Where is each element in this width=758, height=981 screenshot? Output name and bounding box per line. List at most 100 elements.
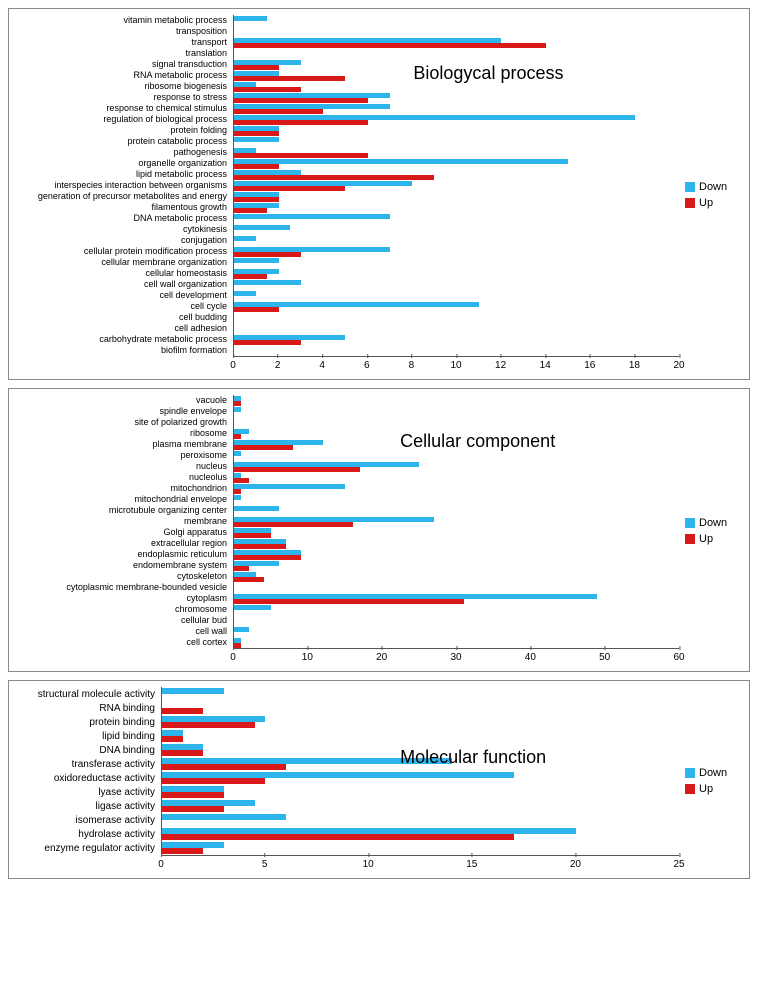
bar-down (234, 16, 267, 21)
category-row: vitamin metabolic process (15, 15, 679, 26)
bar-up (234, 555, 301, 560)
bar-cell (233, 417, 679, 428)
category-row: spindle envelope (15, 406, 679, 417)
bar-cell (233, 246, 679, 257)
x-tick: 10 (450, 360, 461, 371)
bar-cell (233, 114, 679, 125)
category-label: response to chemical stimulus (15, 103, 233, 114)
x-tick: 40 (525, 652, 536, 663)
bar-cell (233, 103, 679, 114)
bar-cell (233, 483, 679, 494)
bar-up (234, 478, 249, 483)
bar-down (234, 605, 271, 610)
legend-label-down: Down (699, 181, 727, 193)
bar-up (162, 736, 183, 742)
bar-cell (233, 604, 679, 615)
category-label: cell cycle (15, 301, 233, 312)
category-label: biofilm formation (15, 345, 233, 356)
bar-up (234, 522, 353, 527)
x-tick: 0 (230, 652, 236, 663)
category-row: cellular membrane organization (15, 257, 679, 268)
x-tick: 8 (409, 360, 415, 371)
bar-up (234, 131, 279, 136)
category-label: interspecies interaction between organis… (15, 180, 233, 191)
bar-up (234, 533, 271, 538)
bar-cell (233, 202, 679, 213)
category-row: enzyme regulator activity (15, 841, 679, 855)
category-row: microtubule organizing center (15, 505, 679, 516)
legend-item-down: Down (685, 767, 743, 779)
legend-swatch-up (685, 784, 695, 794)
bar-cell (233, 301, 679, 312)
x-tick: 14 (540, 360, 551, 371)
legend-label-up: Up (699, 783, 713, 795)
category-label: transposition (15, 26, 233, 37)
category-row: extracellular region (15, 538, 679, 549)
category-row: nucleolus (15, 472, 679, 483)
x-tick: 20 (570, 859, 581, 870)
category-label: ribosome biogenesis (15, 81, 233, 92)
category-row: protein binding (15, 715, 679, 729)
category-label: filamentous growth (15, 202, 233, 213)
bar-cell (161, 687, 679, 701)
category-row: RNA binding (15, 701, 679, 715)
category-label: ribosome (15, 428, 233, 439)
bar-up (234, 544, 286, 549)
bar-cell (233, 48, 679, 59)
bar-cell (233, 191, 679, 202)
bar-cell (233, 180, 679, 191)
bar-down (234, 451, 241, 456)
bar-cell (161, 841, 679, 855)
bar-cell (233, 406, 679, 417)
category-label: site of polarized growth (15, 417, 233, 428)
bar-cell (161, 785, 679, 799)
bar-up (234, 153, 368, 158)
bar-down (234, 495, 241, 500)
bar-cell (233, 323, 679, 334)
bar-cell (233, 290, 679, 301)
bar-up (162, 834, 514, 840)
bar-up (234, 175, 434, 180)
axis-spacer (15, 356, 233, 375)
category-row: protein catabolic process (15, 136, 679, 147)
category-label: endoplasmic reticulum (15, 549, 233, 560)
category-label: pathogenesis (15, 147, 233, 158)
category-label: cell wall (15, 626, 233, 637)
bar-up (234, 401, 241, 406)
category-row: cellular protein modification process (15, 246, 679, 257)
category-row: cytoskeleton (15, 571, 679, 582)
category-row: response to stress (15, 92, 679, 103)
x-tick: 0 (230, 360, 236, 371)
category-row: cellular bud (15, 615, 679, 626)
bar-up (234, 87, 301, 92)
bar-cell (161, 771, 679, 785)
category-label: nucleolus (15, 472, 233, 483)
bar-cell (233, 15, 679, 26)
plot-area: vacuolespindle envelopesite of polarized… (15, 395, 679, 667)
legend-label-down: Down (699, 767, 727, 779)
category-row: structural molecule activity (15, 687, 679, 701)
category-label: nucleus (15, 461, 233, 472)
bar-cell (233, 334, 679, 345)
category-label: mitochondrial envelope (15, 494, 233, 505)
category-row: regulation of biological process (15, 114, 679, 125)
legend-item-down: Down (685, 517, 743, 529)
category-label: lipid binding (15, 729, 161, 743)
category-label: mitochondrion (15, 483, 233, 494)
category-label: cell cortex (15, 637, 233, 648)
category-label: cytoplasm (15, 593, 233, 604)
category-label: protein binding (15, 715, 161, 729)
category-row: mitochondrial envelope (15, 494, 679, 505)
category-row: response to chemical stimulus (15, 103, 679, 114)
x-tick: 0 (158, 859, 164, 870)
x-tick: 15 (466, 859, 477, 870)
legend-item-up: Up (685, 533, 743, 545)
bar-cell (233, 257, 679, 268)
bar-cell (233, 615, 679, 626)
category-row: DNA metabolic process (15, 213, 679, 224)
category-label: vacuole (15, 395, 233, 406)
category-row: hydrolase activity (15, 827, 679, 841)
category-label: cytoplasmic membrane-bounded vesicle (15, 582, 233, 593)
category-label: conjugation (15, 235, 233, 246)
category-row: nucleus (15, 461, 679, 472)
